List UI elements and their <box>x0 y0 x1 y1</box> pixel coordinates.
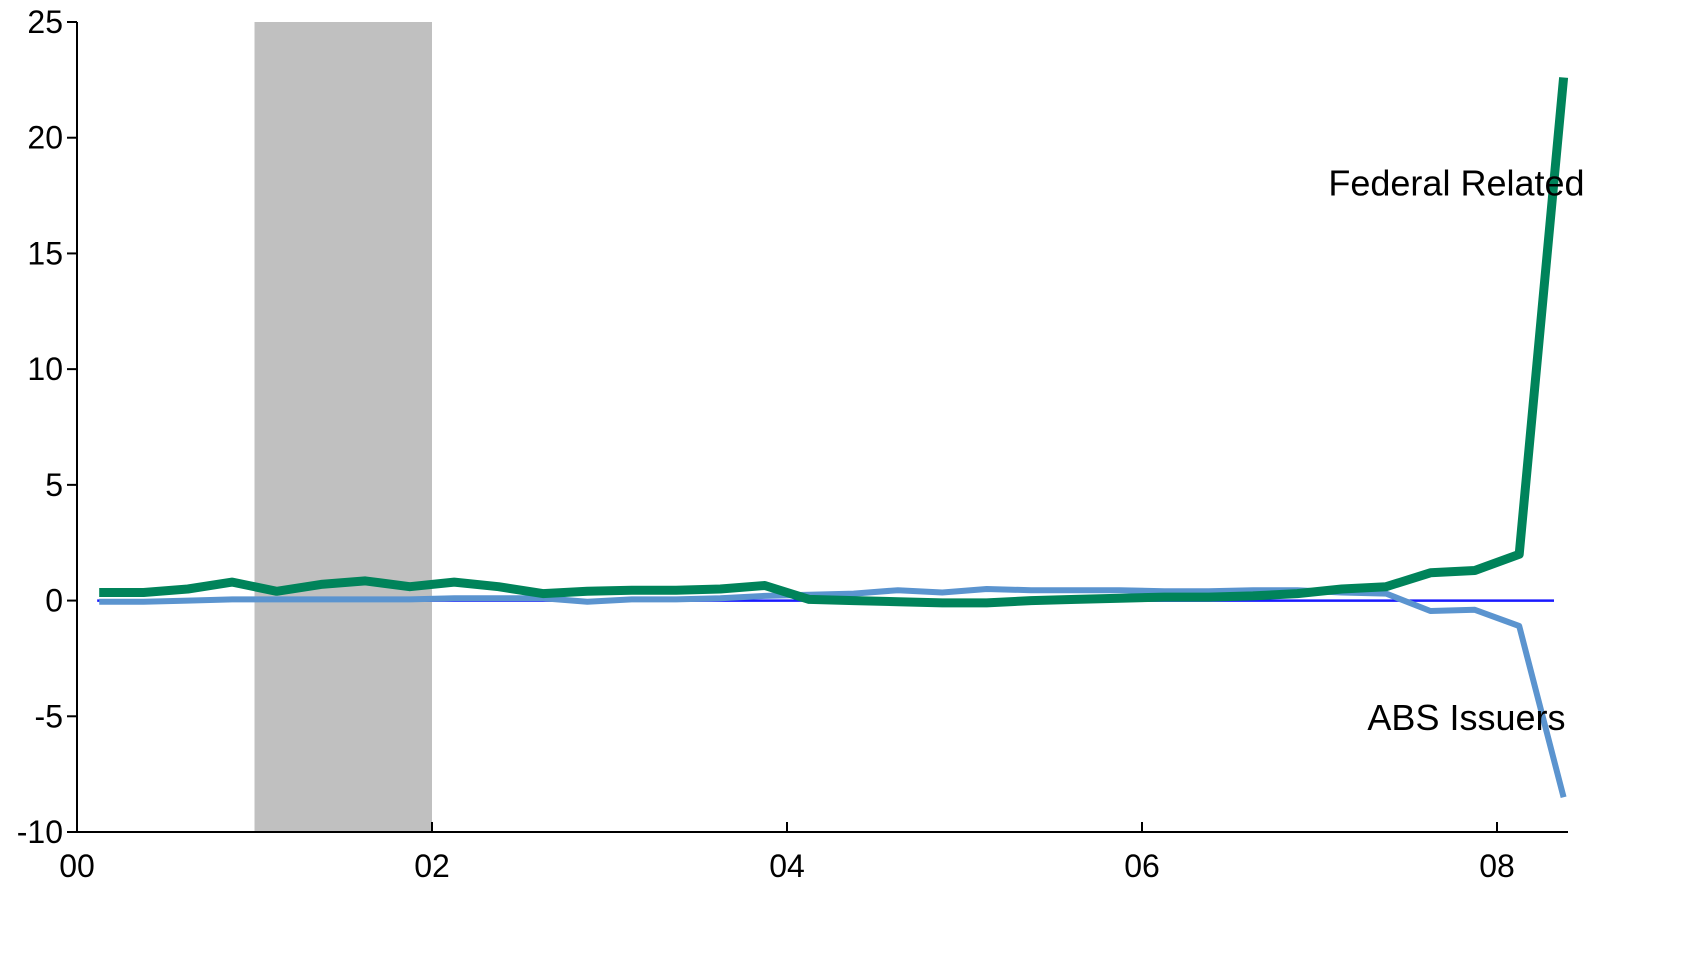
annotation-layer: Federal Related ABS Issuers <box>1328 163 1584 739</box>
y-tick-label: -10 <box>17 814 63 850</box>
y-tick-label: 5 <box>45 467 63 503</box>
y-tick-label: 0 <box>45 583 63 619</box>
series-annotation-1: ABS Issuers <box>1367 697 1565 738</box>
recession-band <box>254 22 432 832</box>
series-layer <box>99 77 1569 799</box>
x-tick-label: 08 <box>1479 848 1515 884</box>
y-tick-label: 10 <box>27 351 63 387</box>
y-tick-label: 15 <box>27 235 63 271</box>
x-tick-label: 02 <box>414 848 450 884</box>
x-tick-label: 04 <box>769 848 805 884</box>
series-line-federal-related <box>99 77 1569 608</box>
y-tick-label: 25 <box>27 4 63 40</box>
y-tick-label: 20 <box>27 120 63 156</box>
axes <box>76 22 1568 833</box>
series-annotation-0: Federal Related <box>1328 163 1584 204</box>
x-tick-label: 00 <box>59 848 95 884</box>
x-tick-label: 06 <box>1124 848 1160 884</box>
recession-band-layer <box>254 22 432 832</box>
y-tick-label: -5 <box>35 698 63 734</box>
